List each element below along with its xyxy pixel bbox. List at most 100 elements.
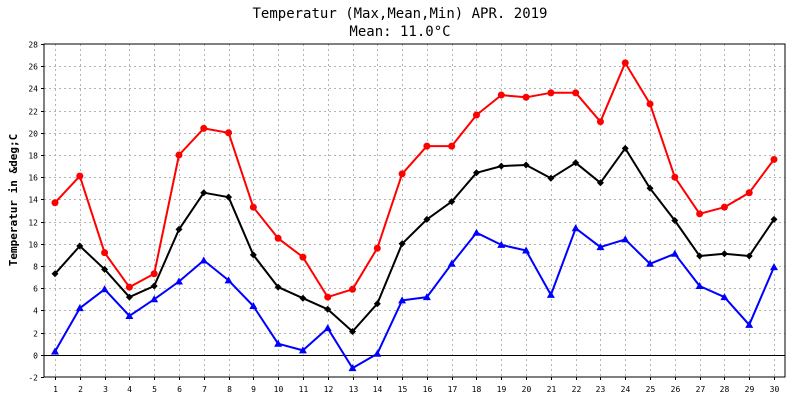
data-point-mean: [398, 240, 406, 248]
data-point-max: [720, 203, 728, 211]
grid: [44, 44, 785, 377]
y-tick-label: 4: [33, 307, 38, 316]
y-tick-label: 6: [33, 285, 38, 294]
y-tick-label: 14: [28, 196, 38, 205]
data-point-max: [373, 244, 381, 252]
data-point-max: [150, 270, 158, 278]
data-point-mean: [200, 189, 208, 197]
data-point-mean: [175, 225, 183, 233]
data-point-max: [200, 124, 208, 132]
series-group: [51, 59, 778, 372]
series-max: [51, 59, 778, 301]
data-point-max: [497, 91, 505, 99]
data-point-min: [596, 243, 605, 251]
data-point-mean: [472, 169, 480, 177]
series-min: [51, 224, 778, 372]
data-point-min: [348, 364, 357, 372]
data-point-min: [770, 263, 778, 271]
x-tick-label: 11: [299, 385, 309, 394]
data-point-mean: [646, 184, 654, 192]
data-point-mean: [373, 300, 381, 308]
data-point-min: [51, 347, 59, 355]
data-point-max: [423, 142, 431, 150]
data-point-mean: [324, 305, 332, 313]
x-tick-label: 1: [53, 385, 58, 394]
data-point-max: [596, 118, 604, 126]
data-point-mean: [150, 282, 158, 290]
data-point-mean: [497, 162, 505, 170]
data-point-min: [670, 249, 679, 257]
data-point-max: [448, 142, 456, 150]
data-point-max: [274, 234, 282, 242]
data-point-min: [447, 259, 456, 267]
data-point-min: [720, 293, 729, 301]
x-tick-label: 18: [472, 385, 482, 394]
data-point-max: [398, 170, 406, 178]
x-tick-label: 27: [696, 385, 706, 394]
x-tick-label: 6: [177, 385, 182, 394]
data-point-min: [695, 281, 704, 289]
data-point-min: [398, 296, 407, 304]
x-tick-label: 15: [398, 385, 408, 394]
chart-title: Temperatur (Max,Mean,Min) APR. 2019: [252, 6, 547, 22]
data-point-max: [646, 100, 654, 108]
data-point-max: [125, 283, 133, 291]
data-point-min: [497, 240, 506, 248]
x-tick-label: 12: [324, 385, 334, 394]
x-tick-label: 26: [671, 385, 681, 394]
data-point-min: [298, 346, 307, 354]
chart-subtitle: Mean: 11.0°C: [349, 24, 450, 40]
data-point-max: [225, 129, 233, 137]
data-point-mean: [299, 294, 307, 302]
data-point-mean: [125, 293, 133, 301]
y-tick-label: -2: [28, 374, 38, 383]
x-tick-label: 4: [127, 385, 132, 394]
x-tick-label: 14: [373, 385, 383, 394]
data-point-mean: [596, 179, 604, 187]
x-tick-label: 22: [572, 385, 582, 394]
data-point-mean: [547, 174, 555, 182]
data-point-min: [646, 259, 655, 267]
y-tick-label: 12: [28, 219, 38, 228]
data-point-max: [522, 93, 530, 101]
y-tick-label: 8: [33, 263, 38, 272]
y-tick-label: 20: [28, 130, 38, 139]
data-point-min: [571, 224, 580, 232]
data-point-min: [522, 246, 531, 254]
y-axis-label: Temperatur in &deg;C: [7, 134, 20, 266]
x-tick-label: 29: [745, 385, 755, 394]
data-point-min: [224, 276, 233, 284]
y-tick-label: 2: [33, 330, 38, 339]
data-point-min: [546, 290, 555, 298]
y-tick-label: 28: [28, 41, 38, 50]
x-tick-label: 9: [251, 385, 256, 394]
data-point-mean: [745, 252, 753, 260]
x-tick-label: 13: [349, 385, 359, 394]
data-point-mean: [76, 242, 84, 250]
data-point-mean: [349, 327, 357, 335]
data-point-max: [76, 172, 84, 180]
x-tick-label: 28: [720, 385, 730, 394]
y-tick-label: 16: [28, 174, 38, 183]
data-point-mean: [423, 215, 431, 223]
x-tick-label: 20: [522, 385, 532, 394]
data-point-max: [349, 285, 357, 293]
data-point-min: [472, 228, 481, 236]
data-point-mean: [51, 270, 59, 278]
x-tick-label: 7: [202, 385, 207, 394]
data-point-max: [770, 155, 778, 163]
x-tick-label: 21: [547, 385, 557, 394]
data-point-max: [547, 89, 555, 97]
series-line-mean: [54, 147, 775, 333]
x-tick-label: 8: [227, 385, 232, 394]
x-tick-label: 2: [78, 385, 83, 394]
x-tick-label: 30: [770, 385, 780, 394]
data-point-mean: [249, 251, 257, 259]
data-point-max: [696, 210, 704, 218]
y-tick-label: 18: [28, 152, 38, 161]
data-point-mean: [770, 215, 778, 223]
data-point-mean: [274, 283, 282, 291]
x-tick-label: 19: [497, 385, 507, 394]
x-tick-label: 10: [274, 385, 284, 394]
data-point-max: [299, 253, 307, 261]
